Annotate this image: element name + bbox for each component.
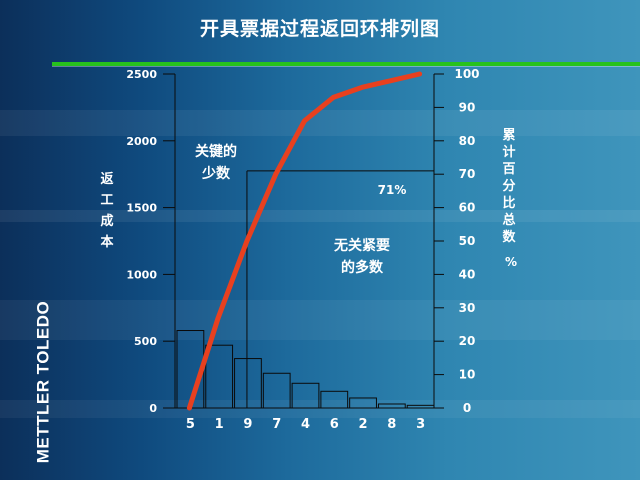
- cumulative-point-8: [389, 79, 393, 83]
- cumulative-point-9: [245, 239, 249, 243]
- cumulative-point-7: [274, 172, 278, 176]
- x-tick-label: 9: [243, 417, 252, 432]
- cumulative-point-1: [216, 316, 220, 320]
- right-tick-label: 30: [459, 301, 476, 315]
- left-tick-label: 2500: [126, 68, 157, 81]
- left-tick-label: 1000: [126, 268, 157, 281]
- right-tick-label: 0: [463, 401, 471, 415]
- bar-8: [377, 403, 406, 409]
- x-tick-label: 2: [359, 417, 368, 432]
- right-axis-title: 比: [502, 195, 515, 211]
- x-tick-label: 7: [272, 417, 281, 432]
- page-title: 开具票据过程返回环排列图: [199, 18, 440, 40]
- left-tick-label: 500: [134, 335, 157, 348]
- right-axis-title-unit: %: [505, 255, 517, 269]
- right-tick-label: 70: [459, 167, 476, 181]
- right-tick-label: 80: [459, 134, 476, 148]
- annotation-trivial-many: 的多数: [341, 259, 384, 276]
- right-axis-title: 总: [502, 212, 515, 228]
- right-axis-title: 计: [502, 144, 515, 160]
- right-axis-title: 累: [502, 127, 515, 143]
- bar-2: [349, 397, 377, 409]
- left-tick-label: 0: [149, 402, 157, 415]
- right-tick-label: 60: [459, 201, 476, 215]
- annotation-trivial-many: 无关紧要: [333, 237, 390, 254]
- left-axis-title: 成: [100, 213, 113, 229]
- left-axis-title: 本: [100, 234, 113, 250]
- annotation-vital-few: 关键的: [195, 143, 237, 160]
- annotation-vital-few: 少数: [201, 165, 231, 182]
- cumulative-point-6: [331, 95, 335, 99]
- right-axis-title: 百: [502, 162, 515, 177]
- bar-6: [320, 390, 349, 409]
- right-axis-title: 数: [502, 229, 516, 245]
- bar-4: [291, 382, 320, 409]
- right-tick-label: 50: [459, 234, 476, 248]
- bar-1: [205, 344, 234, 409]
- left-axis-title: 工: [100, 193, 113, 208]
- bar-9: [234, 358, 262, 409]
- right-tick-label: 20: [459, 334, 476, 348]
- x-tick-label: 4: [301, 417, 310, 432]
- cumulative-point-3: [418, 72, 422, 76]
- right-tick-label: 40: [459, 267, 476, 281]
- x-tick-label: 1: [215, 417, 224, 432]
- right-axis-title: 分: [502, 178, 515, 194]
- right-tick-label: 10: [459, 368, 476, 382]
- right-tick-label: 90: [459, 100, 476, 114]
- right-tick-label: 100: [454, 67, 479, 81]
- left-axis-title: 返: [100, 172, 113, 187]
- x-tick-label: 6: [330, 417, 339, 432]
- cumulative-point-2: [360, 85, 364, 89]
- left-tick-label: 2000: [126, 135, 157, 148]
- title-divider: [52, 62, 640, 66]
- left-tick-label: 1500: [126, 202, 157, 215]
- x-tick-label: 5: [186, 417, 195, 432]
- bar-7: [262, 372, 291, 409]
- annotation-cutoff-label: 71%: [378, 183, 407, 197]
- cumulative-point-5: [187, 406, 191, 410]
- cumulative-point-4: [302, 119, 307, 123]
- x-tick-label: 8: [387, 417, 396, 432]
- x-tick-label: 3: [416, 417, 425, 432]
